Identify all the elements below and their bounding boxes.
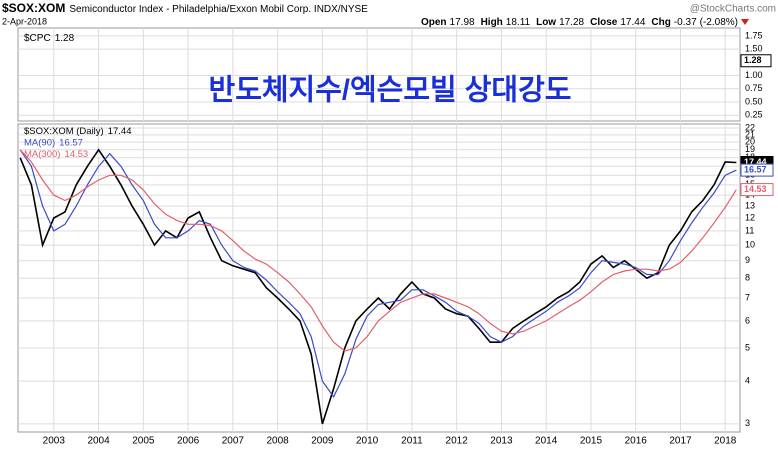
y-tick-label: 7	[745, 292, 750, 302]
y-tick-label: 8	[745, 273, 750, 283]
x-tick-label: 2018	[714, 436, 737, 447]
symbol: $SOX:XOM	[2, 1, 65, 15]
overlay-title: 반도체지수/엑슨모빌 상대강도	[209, 74, 572, 107]
quote-value: 17.28	[559, 17, 584, 28]
y-tick-label: 3	[745, 418, 750, 428]
y-tick-label: 0.50	[745, 96, 763, 106]
y-tick-label: 5	[745, 342, 750, 352]
legend-value: 17.44	[108, 126, 132, 137]
quote-value: -0.37	[674, 17, 697, 28]
x-tick-label: 2005	[132, 436, 155, 447]
legend-name: $SOX:XOM (Daily)	[24, 126, 104, 137]
source: @StockCharts.com	[690, 4, 776, 15]
quote-label: Open	[421, 17, 447, 28]
y-tick-label: 0.25	[745, 110, 763, 120]
x-tick-label: 2012	[446, 436, 469, 447]
top-panel-frame	[17, 27, 741, 122]
x-tick-label: 2015	[580, 436, 603, 447]
x-tick-label: 2009	[311, 436, 334, 447]
y-tick-label: 1.75	[745, 30, 763, 40]
y-tick-label: 20	[745, 137, 755, 147]
x-tick-label: 2007	[222, 436, 245, 447]
legend-name: $CPC	[24, 33, 51, 44]
y-tick-label: 10	[745, 239, 755, 249]
date: 2-Apr-2018	[2, 16, 47, 26]
x-tick-label: 2010	[356, 436, 379, 447]
change-pct: (-2.08%)	[700, 17, 738, 28]
x-tick-label: 2003	[43, 436, 66, 447]
x-tick-label: 2016	[625, 436, 648, 447]
value-tag-label: 16.57	[744, 164, 767, 174]
series-line	[19, 149, 737, 398]
description: Semiconductor Index - Philadelphia/Exxon…	[69, 4, 368, 15]
series-line	[19, 149, 737, 352]
legend-entry: MA(300) 14.53	[24, 149, 88, 160]
x-tick-label: 2017	[669, 436, 692, 447]
quote-value: 17.98	[450, 17, 475, 28]
x-tick-label: 2014	[535, 436, 558, 447]
quote: Open 17.98 High 18.11 Low 17.28 Close 17.44 Chg -…	[421, 17, 738, 28]
value-tag	[740, 163, 774, 177]
quote-label: Close	[590, 17, 618, 28]
y-tick-label: 6	[745, 315, 750, 325]
x-tick-label: 2011	[401, 436, 423, 447]
quote-label: High	[481, 17, 503, 28]
y-tick-label: 13	[745, 200, 755, 210]
value-tag-label: 14.53	[744, 184, 767, 194]
quote-value: 18.11	[506, 17, 531, 28]
value-tag	[740, 183, 774, 197]
y-tick-label: 0.75	[745, 83, 763, 93]
value-tag	[740, 54, 772, 68]
y-tick-label: 1.00	[745, 70, 763, 80]
x-tick-label: 2004	[87, 436, 110, 447]
quote-value: 17.44	[620, 17, 645, 28]
quote-label: Low	[536, 17, 556, 28]
header-title: $SOX:XOM Semiconductor Index - Philadelph…	[2, 1, 368, 15]
legend-entry: MA(90) 16.57	[24, 137, 83, 148]
y-tick-label: 9	[745, 255, 750, 265]
x-tick-label: 2008	[266, 436, 289, 447]
value-tag-label: 1.28	[744, 55, 762, 65]
y-tick-label: 1.50	[745, 44, 763, 54]
y-tick-label: 4	[745, 376, 750, 386]
y-tick-label: 22	[745, 122, 755, 132]
value-tag-label: 17.44	[744, 157, 767, 167]
y-tick-label: 19	[745, 144, 755, 154]
legend-value: 16.57	[59, 137, 83, 148]
quote-label: Chg	[651, 17, 670, 28]
legend-name: MA(300)	[24, 149, 60, 160]
legend-name: MA(90)	[24, 137, 55, 148]
down-arrow	[741, 19, 749, 25]
y-tick-label: 12	[745, 212, 755, 222]
x-tick-label: 2006	[177, 436, 200, 447]
legend-entry: $CPC 1.28	[24, 33, 75, 44]
legend-value: 1.28	[55, 33, 75, 44]
series-line	[19, 148, 737, 425]
y-tick-label: 11	[745, 225, 754, 235]
x-tick-label: 2013	[490, 436, 513, 447]
legend-entry: $SOX:XOM (Daily) 17.44	[24, 126, 132, 137]
y-tick-label: 21	[745, 129, 755, 139]
legend-value: 14.53	[64, 149, 88, 160]
